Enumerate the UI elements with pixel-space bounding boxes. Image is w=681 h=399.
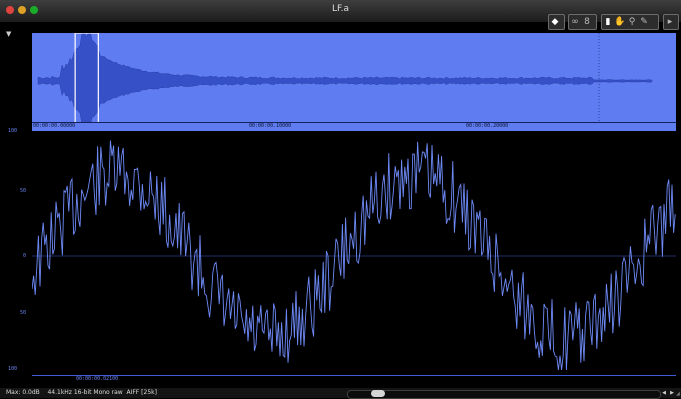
ruler-label-0: 00:00:00.00000 bbox=[33, 123, 76, 129]
scroll-arrows: ◀ ▶ bbox=[660, 390, 676, 397]
zoom-window-button[interactable] bbox=[30, 6, 38, 14]
close-window-button[interactable] bbox=[6, 6, 14, 14]
loop-icon[interactable]: ∞ bbox=[571, 16, 579, 27]
status-text: Max: 0.0dB 44.1kHz 16-bit Mono raw AIFF … bbox=[6, 389, 157, 396]
title-bar bbox=[0, 0, 681, 23]
select-tool-icon[interactable]: ▮ bbox=[605, 16, 611, 27]
scrub-icon[interactable]: 8 bbox=[584, 16, 590, 27]
status-max: Max: 0.0dB bbox=[6, 389, 40, 396]
scroll-right-icon[interactable]: ▶ bbox=[670, 390, 674, 396]
status-bar bbox=[0, 388, 681, 398]
y-label-lower: 50 bbox=[20, 310, 27, 316]
collapse-triangle-icon[interactable]: ▼ bbox=[6, 30, 12, 38]
pencil-tool-icon[interactable]: ✎ bbox=[640, 16, 648, 27]
loop-tool-group: ∞ 8 bbox=[568, 14, 597, 30]
y-label-zero: 0 bbox=[23, 253, 27, 259]
resize-handle-icon[interactable]: ◢ bbox=[676, 391, 680, 397]
overview-waveform bbox=[37, 33, 653, 130]
overview-ruler bbox=[32, 122, 676, 131]
scroll-left-icon[interactable]: ◀ bbox=[662, 390, 666, 396]
waveform-line bbox=[32, 140, 676, 371]
minimize-window-button[interactable] bbox=[18, 6, 26, 14]
overview-envelope bbox=[37, 33, 653, 128]
detail-waveform-pane[interactable] bbox=[32, 130, 676, 375]
scrollbar-thumb[interactable] bbox=[371, 390, 385, 397]
detail-ruler bbox=[32, 375, 676, 384]
ruler-label-2: 00:00:00.20000 bbox=[466, 123, 509, 129]
window-title: LF.a bbox=[331, 4, 350, 14]
hand-tool-icon[interactable]: ✋ bbox=[614, 16, 626, 27]
edit-tool-group: ▮ ✋ ⚲ ✎ bbox=[601, 14, 659, 30]
ruler-label-1: 00:00:00.10000 bbox=[249, 123, 292, 129]
loop-marker-icon[interactable]: ◆ bbox=[551, 16, 559, 27]
marker-tool-group: ◆ bbox=[548, 14, 565, 30]
play-icon[interactable]: ▸ bbox=[667, 16, 673, 27]
status-format: 44.1kHz 16-bit Mono raw AIFF [25k] bbox=[47, 389, 157, 396]
overview-pane[interactable] bbox=[32, 33, 676, 130]
y-label-top: 100 bbox=[8, 128, 18, 134]
detail-waveform bbox=[32, 140, 676, 371]
detail-ruler-label: 00:00:00.02100 bbox=[76, 376, 119, 382]
zoom-tool-icon[interactable]: ⚲ bbox=[628, 16, 636, 27]
play-tool-group: ▸ bbox=[663, 14, 679, 30]
y-label-bottom: 100 bbox=[8, 366, 18, 372]
y-label-upper: 50 bbox=[20, 188, 27, 194]
